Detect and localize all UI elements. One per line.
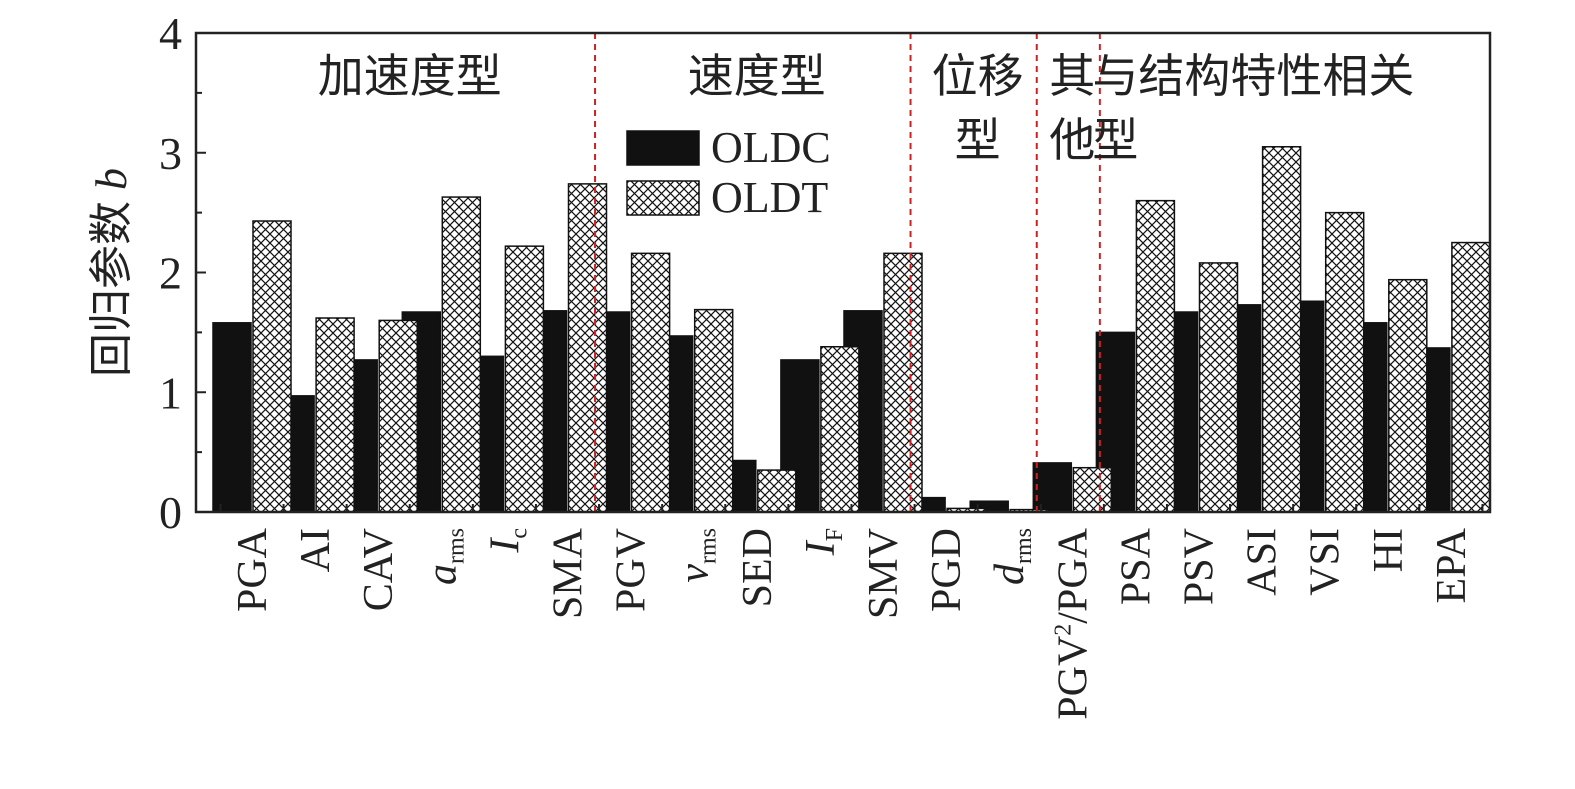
y-tick-label: 4 [159, 8, 182, 59]
x-tick-label-main: PSV [1177, 528, 1223, 605]
x-tick-label: PSA [1113, 527, 1159, 605]
group-label: 其 [1049, 51, 1095, 102]
bar-oldt [1388, 278, 1428, 513]
x-tick-label-main: ASI [1240, 528, 1286, 596]
bar-oldt [1072, 466, 1113, 513]
x-tick-label-sub: rms [443, 528, 469, 564]
x-tick-label-main: SMA [546, 527, 592, 619]
x-tick-label-main: SMV [861, 528, 907, 619]
x-tick-label-main: a [419, 564, 465, 585]
x-tick-label-sub: c [506, 528, 532, 539]
bar-oldt [630, 252, 671, 513]
x-tick-label-rest: /PGA [1050, 527, 1096, 623]
x-tick-label-main: PGA [230, 527, 276, 612]
bar-oldt [1451, 241, 1491, 513]
x-tick-label: HI [1366, 528, 1412, 572]
x-tick-label-main: HI [1366, 528, 1412, 572]
group-label: 型 [1092, 115, 1138, 166]
x-tick-label-main: I [798, 539, 844, 556]
bar-oldt [1135, 199, 1176, 513]
y-tick-label: 0 [159, 487, 182, 538]
x-tick-label-main: I [482, 537, 528, 554]
x-tick-label: vrms [672, 528, 722, 583]
x-tick-label: PGV2/PGA [1050, 527, 1096, 719]
x-tick-label-main: CAV [356, 528, 402, 611]
x-tick-label-main: PGV [609, 528, 655, 612]
y-tick-label: 1 [159, 367, 182, 418]
legend-swatch-oldt [626, 180, 700, 216]
x-tick-label: PGD [924, 528, 970, 612]
x-tick-label-main: AI [293, 528, 339, 572]
bar-oldt [1324, 211, 1365, 513]
x-tick-label: SMV [861, 528, 907, 619]
plot-area [194, 31, 1492, 514]
bar-oldc [212, 322, 252, 513]
bar-oldt [252, 220, 292, 513]
group-label: 加速度型 [318, 51, 502, 102]
group-label: 与结构特性相关 [1092, 51, 1414, 102]
bar-oldt [757, 469, 797, 513]
x-tick-label-main: SED [735, 528, 781, 607]
y-axis-label: 回归参数 b [87, 168, 136, 377]
x-tick-label-main: PGV [1050, 636, 1096, 720]
bar-oldt [441, 196, 482, 513]
x-tick-label-main: EPA [1429, 527, 1475, 603]
x-tick-label: AI [293, 528, 339, 572]
bar-oldt [1198, 262, 1239, 513]
legend-label: OLDC [711, 123, 831, 172]
x-tick-label-main: PGD [924, 528, 970, 612]
group-label: 型 [955, 115, 1001, 166]
x-tick-label-sup: 2 [1050, 624, 1076, 636]
y-tick-label: 2 [159, 248, 182, 299]
bar-oldc [1032, 462, 1073, 513]
y-tick-label: 3 [159, 128, 182, 179]
x-tick-label-sub: F [822, 528, 848, 541]
y-axis-label-variable: b [87, 168, 136, 190]
x-tick-label: PGA [230, 527, 276, 612]
x-tick-label: Ic [482, 528, 532, 554]
legend-label: OLDT [711, 173, 828, 222]
x-tick-label: drms [987, 528, 1037, 585]
x-tick-label-sub: rms [696, 528, 722, 564]
x-tick-label: SED [735, 528, 781, 607]
group-label: 速度型 [688, 51, 826, 102]
y-axis-label-text: 回归参数 [87, 190, 136, 377]
x-tick-label: PSV [1177, 528, 1223, 605]
bar-oldt [315, 317, 355, 513]
bar-oldt [883, 252, 923, 513]
bar-oldt [1261, 146, 1302, 513]
x-tick-label: SMA [546, 527, 592, 619]
x-tick-label: PGV [609, 528, 655, 612]
x-tick-label-main: VSI [1303, 528, 1349, 596]
x-tick-label: ASI [1240, 528, 1286, 596]
bar-oldt [820, 345, 860, 513]
x-tick-label-main: PSA [1113, 527, 1159, 605]
x-tick-label-main: v [672, 564, 718, 583]
x-tick-label: VSI [1303, 528, 1349, 596]
x-tick-label-main: d [987, 563, 1033, 585]
x-tick-label: EPA [1429, 527, 1475, 603]
x-tick-label-sub: rms [1011, 528, 1037, 564]
x-tick-label: CAV [356, 528, 402, 611]
group-label: 位移 [932, 51, 1024, 102]
bar-oldt [567, 183, 608, 513]
group-label: 他 [1049, 115, 1095, 166]
x-tick-label: arms [419, 528, 469, 585]
bar-oldt [504, 245, 545, 513]
legend-swatch-oldc [626, 130, 700, 166]
x-tick-label: IF [798, 528, 848, 556]
bar-oldt [378, 319, 418, 513]
bar-oldt [693, 308, 734, 513]
